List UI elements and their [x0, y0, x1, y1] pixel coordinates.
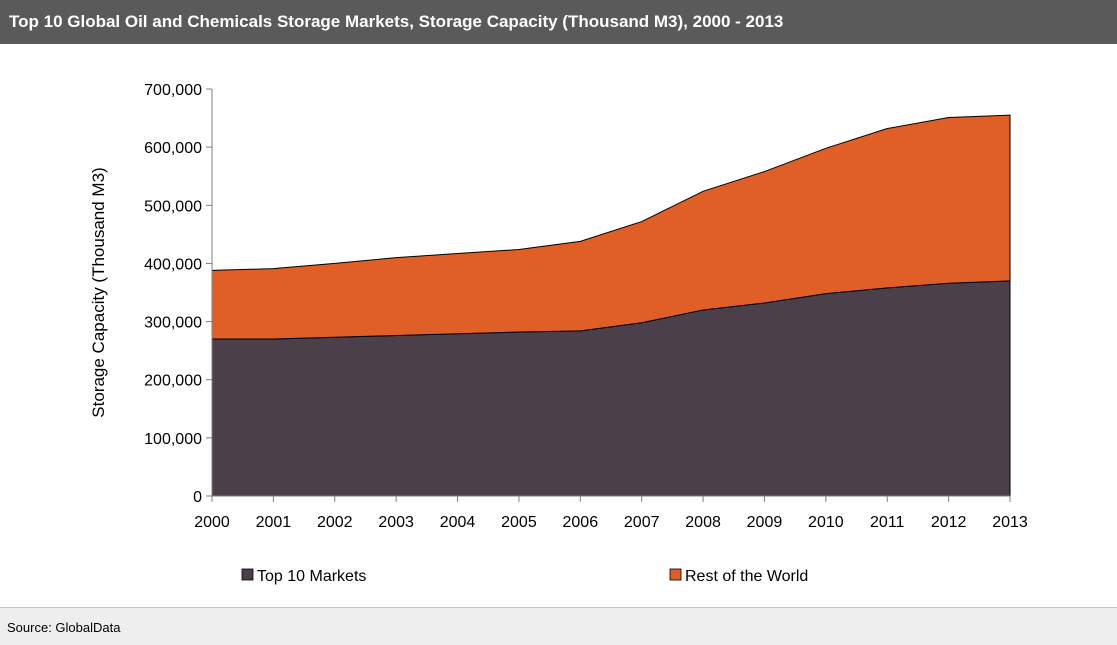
y-tick-label: 500,000	[144, 198, 202, 215]
x-tick-label: 2005	[501, 514, 537, 531]
x-tick-label: 2001	[256, 514, 292, 531]
series-rest-of-the-world-area	[211, 114, 1011, 340]
x-tick-label: 2013	[992, 514, 1028, 531]
area-chart: 0 100,000 200,000 300,000 400,000 500,000 600,…	[89, 82, 1028, 585]
y-tick-label: 400,000	[144, 256, 202, 273]
x-tick-label: 2002	[317, 514, 353, 531]
legend-label-rest-of-the-world: Rest of the World	[685, 568, 808, 585]
y-tick-label: 300,000	[144, 315, 202, 332]
x-tick-label: 2011	[870, 514, 905, 531]
area-layer	[211, 114, 1011, 497]
x-tick-label: 2007	[624, 514, 660, 531]
x-tick-label: 2006	[563, 514, 599, 531]
x-tick-label: 2010	[808, 514, 844, 531]
x-tick-label: 2003	[378, 514, 414, 531]
legend-swatch-top-10-markets	[241, 568, 254, 581]
y-tick-label: 100,000	[144, 431, 202, 448]
y-tick-label: 700,000	[144, 82, 202, 99]
legend-label-top-10-markets: Top 10 Markets	[257, 568, 366, 585]
chart-area: 0 100,000 200,000 300,000 400,000 500,000 600,…	[0, 44, 1117, 607]
x-tick-label: 2009	[747, 514, 783, 531]
legend: Top 10 Markets Rest of the World	[241, 568, 808, 585]
axes: 0 100,000 200,000 300,000 400,000 500,000 600,…	[89, 82, 1028, 531]
legend-swatch-rest-of-the-world	[669, 568, 682, 581]
chart-title: Top 10 Global Oil and Chemicals Storage …	[0, 0, 1117, 44]
y-tick-label: 200,000	[144, 373, 202, 390]
y-tick-label: 0	[193, 489, 202, 506]
source-note: Source: GlobalData	[0, 607, 1117, 645]
x-tick-label: 2008	[685, 514, 721, 531]
y-tick-label: 600,000	[144, 140, 202, 157]
y-axis-title: Storage Capacity (Thousand M3)	[89, 167, 108, 417]
x-tick-label: 2000	[194, 514, 230, 531]
x-tick-label: 2004	[440, 514, 476, 531]
x-tick-label: 2012	[931, 514, 967, 531]
